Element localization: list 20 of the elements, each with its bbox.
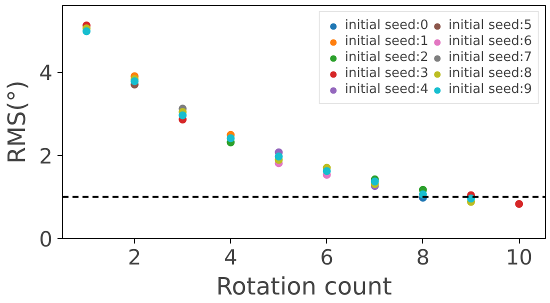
legend-label: initial seed:9 (448, 82, 532, 97)
x-axis-title: Rotation count (216, 272, 392, 300)
legend-label: initial seed:1 (344, 34, 428, 49)
y-tick-label: 2 (39, 144, 53, 168)
legend-label: initial seed:7 (448, 50, 532, 65)
x-tick-label: 4 (224, 246, 238, 270)
legend-label: initial seed:5 (448, 18, 532, 33)
legend-label: initial seed:2 (344, 50, 428, 65)
x-tick-label: 10 (506, 246, 532, 270)
legend-label: initial seed:8 (448, 66, 532, 81)
legend-label: initial seed:6 (448, 34, 532, 49)
y-tick-label: 0 (39, 228, 53, 252)
legend-label: initial seed:4 (344, 82, 428, 97)
legend-label: initial seed:0 (344, 18, 428, 33)
legend-label: initial seed:3 (344, 66, 428, 81)
y-tick-label: 4 (39, 61, 53, 86)
y-axis-title: RMS(°) (3, 80, 32, 164)
x-tick-label: 8 (416, 246, 430, 270)
x-tick-label: 6 (320, 246, 334, 270)
x-tick-label: 2 (128, 246, 142, 270)
